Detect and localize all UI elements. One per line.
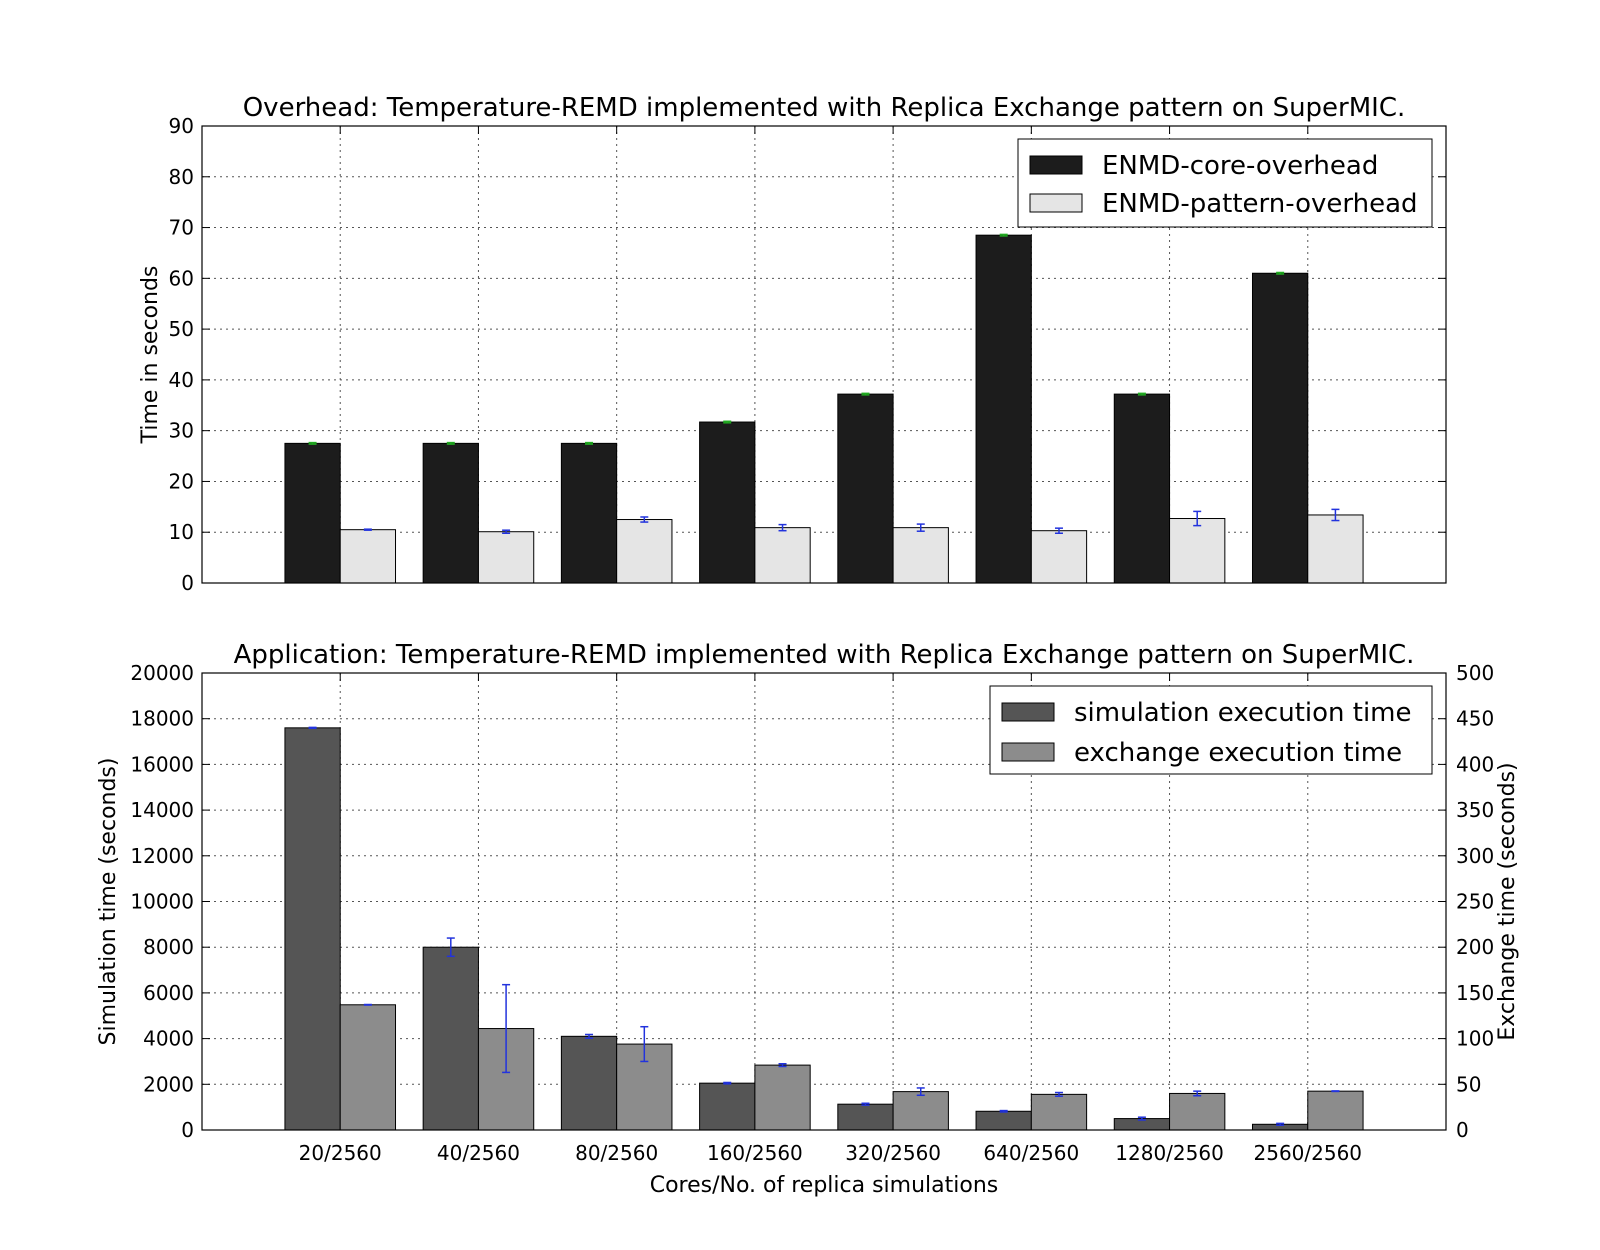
bar-exchange-execution-time — [754, 1064, 811, 1131]
legend-label: simulation execution time — [1074, 698, 1412, 728]
legend-swatch — [1029, 155, 1083, 175]
legend-label: exchange execution time — [1074, 738, 1402, 768]
y-tick-label: 60 — [169, 266, 194, 290]
axes-frame — [201, 125, 1447, 584]
bar-enmd-core-overhead — [699, 421, 756, 584]
y2-tick-label: 450 — [1456, 707, 1494, 731]
y2-tick-label: 0 — [1456, 1118, 1469, 1142]
bar-simulation-execution-time — [560, 1035, 618, 1131]
bar-simulation-execution-time — [837, 1103, 894, 1131]
y-tick-label: 70 — [169, 216, 194, 240]
axes-frame — [201, 672, 1447, 1131]
chart-title: Overhead: Temperature-REMD implemented w… — [243, 93, 1406, 123]
bar-enmd-core-overhead — [560, 442, 618, 584]
chart-title: Application: Temperature-REMD implemente… — [234, 640, 1415, 670]
legend-label: ENMD-core-overhead — [1102, 151, 1378, 181]
y-axis-label: Simulation time (seconds) — [96, 758, 121, 1046]
x-tick-label: 80/2560 — [575, 1141, 658, 1165]
bar-exchange-execution-time — [892, 1091, 949, 1131]
bar-enmd-core-overhead — [422, 442, 479, 584]
y-tick-label: 16000 — [130, 752, 194, 776]
y2-tick-label: 350 — [1456, 798, 1494, 822]
bar-simulation-execution-time — [422, 946, 479, 1131]
y-tick-label: 18000 — [130, 707, 194, 731]
y-tick-label: 80 — [169, 165, 194, 189]
bar-enmd-pattern-overhead — [754, 527, 811, 584]
y-tick-label: 14000 — [130, 798, 194, 822]
bar-enmd-core-overhead — [284, 442, 341, 584]
bar-enmd-core-overhead — [837, 393, 894, 584]
bar-exchange-execution-time — [1169, 1092, 1226, 1131]
y-tick-label: 4000 — [143, 1027, 194, 1051]
y-tick-label: 10000 — [130, 890, 194, 914]
x-axis-label: Cores/No. of replica simulations — [650, 1173, 999, 1198]
bar-simulation-execution-time — [284, 727, 341, 1131]
y-tick-label: 6000 — [143, 981, 194, 1005]
y2-tick-label: 300 — [1456, 844, 1494, 868]
bar-enmd-core-overhead — [1251, 272, 1309, 584]
y2-tick-label: 500 — [1456, 661, 1494, 685]
y-tick-label: 30 — [169, 419, 194, 443]
bar-enmd-pattern-overhead — [1030, 530, 1088, 584]
y2-tick-label: 50 — [1456, 1072, 1481, 1096]
y2-axis-label: Exchange time (seconds) — [1495, 762, 1520, 1040]
legend-swatch — [1029, 193, 1083, 213]
y-tick-label: 12000 — [130, 844, 194, 868]
bar-enmd-core-overhead — [975, 234, 1032, 584]
bar-enmd-pattern-overhead — [339, 529, 397, 584]
y2-tick-label: 250 — [1456, 890, 1494, 914]
y-tick-label: 2000 — [143, 1072, 194, 1096]
y2-tick-label: 100 — [1456, 1027, 1494, 1051]
bar-exchange-execution-time — [339, 1004, 397, 1131]
bar-exchange-execution-time — [1307, 1090, 1364, 1131]
y-tick-label: 10 — [169, 520, 194, 544]
y-tick-label: 50 — [169, 317, 194, 341]
legend-swatch — [1001, 742, 1055, 762]
bar-enmd-pattern-overhead — [477, 531, 535, 584]
y-tick-label: 20000 — [130, 661, 194, 685]
bar-enmd-pattern-overhead — [892, 527, 949, 584]
application-chart: 0200040006000800010000120001400016000180… — [96, 640, 1520, 1198]
bar-enmd-pattern-overhead — [1169, 518, 1226, 584]
x-tick-label: 2560/2560 — [1254, 1141, 1363, 1165]
x-tick-label: 1280/2560 — [1115, 1141, 1224, 1165]
legend-box — [1017, 138, 1433, 228]
y2-tick-label: 400 — [1456, 752, 1494, 776]
bar-simulation-execution-time — [975, 1110, 1032, 1131]
y-tick-label: 40 — [169, 368, 194, 392]
legend-box — [989, 685, 1433, 775]
y2-tick-label: 150 — [1456, 981, 1494, 1005]
y-tick-label: 90 — [169, 114, 194, 138]
x-tick-label: 320/2560 — [845, 1141, 941, 1165]
y-tick-label: 8000 — [143, 935, 194, 959]
y2-tick-label: 200 — [1456, 935, 1494, 959]
x-tick-label: 40/2560 — [437, 1141, 520, 1165]
bar-enmd-pattern-overhead — [616, 519, 673, 584]
y-tick-label: 20 — [169, 469, 194, 493]
legend-label: ENMD-pattern-overhead — [1102, 189, 1418, 219]
y-axis-label: Time in seconds — [138, 266, 163, 445]
bar-enmd-pattern-overhead — [1307, 514, 1364, 584]
x-tick-label: 20/2560 — [299, 1141, 382, 1165]
bar-exchange-execution-time — [1030, 1093, 1088, 1131]
y-tick-label: 0 — [181, 571, 194, 595]
bar-simulation-execution-time — [699, 1082, 756, 1131]
legend-swatch — [1001, 702, 1055, 722]
overhead-chart: 0 10 20 30 40 50 60 70 80 90 Overhead: Temperature… — [138, 93, 1447, 595]
bar-enmd-core-overhead — [1113, 393, 1171, 584]
x-tick-label: 640/2560 — [983, 1141, 1079, 1165]
y-tick-label: 0 — [181, 1118, 194, 1142]
x-tick-label: 160/2560 — [707, 1141, 803, 1165]
